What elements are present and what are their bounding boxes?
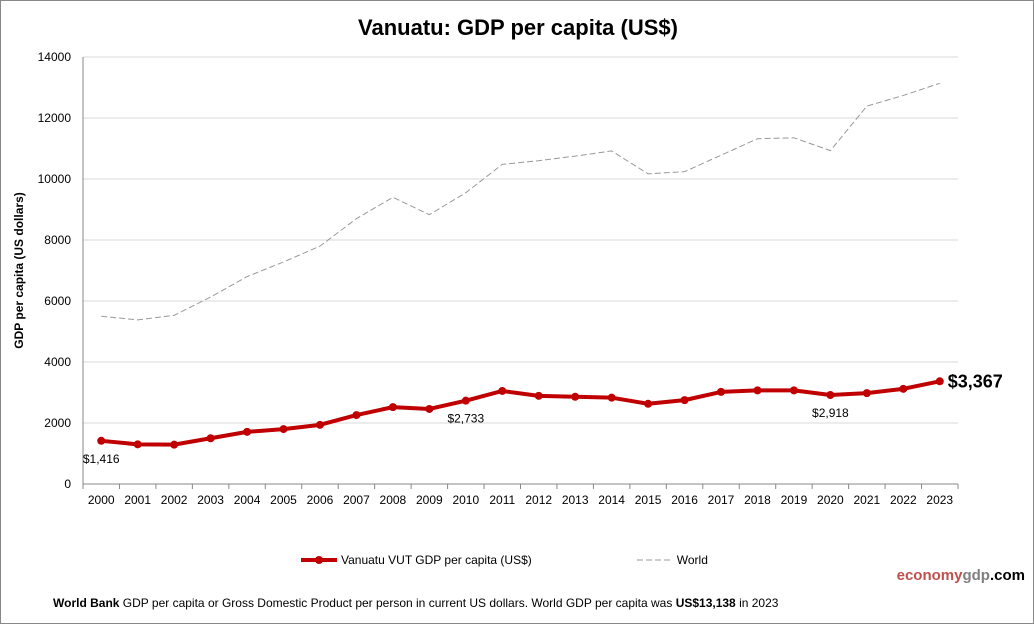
- x-tick-label: 2000: [88, 493, 115, 507]
- series-line-vanuatu: [101, 379, 941, 447]
- y-tick-label: 10000: [38, 172, 72, 186]
- x-tick-label: 2003: [197, 493, 224, 507]
- data-point-vanuatu: [789, 386, 798, 395]
- legend-label-world: World: [676, 553, 708, 567]
- footer-note: World Bank GDP per capita or Gross Domes…: [53, 596, 779, 610]
- x-tick-label: 2009: [416, 493, 443, 507]
- data-point-vanuatu: [498, 386, 507, 395]
- x-tick-label: 2005: [270, 493, 297, 507]
- data-point-vanuatu: [534, 391, 543, 400]
- chart-title: Vanuatu: GDP per capita (US$): [358, 15, 678, 40]
- y-tick-label: 2000: [44, 416, 71, 430]
- legend-item-vanuatu: Vanuatu VUT GDP per capita (US$): [301, 553, 532, 567]
- x-tick-label: 2016: [671, 493, 698, 507]
- y-axis-label: GDP per capita (US dollars): [12, 192, 26, 349]
- x-tick-label: 2010: [452, 493, 479, 507]
- x-tick-label: 2011: [489, 493, 515, 507]
- data-point-vanuatu: [243, 427, 252, 436]
- data-point-vanuatu: [315, 420, 324, 429]
- data-point-vanuatu: [170, 440, 179, 449]
- x-tick-label: 2021: [854, 493, 881, 507]
- data-point-vanuatu: [753, 386, 762, 395]
- y-tick-label: 4000: [44, 355, 71, 369]
- data-label: $1,416: [83, 452, 120, 466]
- x-tick-label: 2001: [124, 493, 151, 507]
- y-tick-label: 14000: [38, 50, 72, 64]
- data-label: $2,918: [812, 406, 849, 420]
- x-tick-label: 2019: [781, 493, 808, 507]
- data-point-vanuatu: [133, 440, 142, 449]
- data-point-vanuatu: [388, 403, 397, 412]
- y-tick-label: 8000: [44, 233, 71, 247]
- x-tick-label: 2014: [598, 493, 625, 507]
- data-point-vanuatu: [97, 436, 106, 445]
- data-label: $2,733: [447, 412, 484, 426]
- legend: Vanuatu VUT GDP per capita (US$) World: [301, 553, 813, 567]
- data-point-vanuatu: [826, 391, 835, 400]
- y-tick-label: 12000: [38, 111, 72, 125]
- x-tick-label: 2002: [161, 493, 188, 507]
- x-tick-label: 2022: [890, 493, 917, 507]
- data-point-vanuatu: [899, 384, 908, 393]
- data-point-vanuatu: [461, 396, 470, 405]
- legend-swatch-world: [636, 559, 673, 561]
- x-tick-label: 2012: [525, 493, 552, 507]
- data-point-vanuatu: [279, 425, 288, 434]
- data-point-vanuatu: [935, 377, 944, 386]
- data-point-vanuatu: [206, 434, 215, 443]
- data-point-vanuatu: [571, 392, 580, 401]
- y-tick-label: 6000: [44, 294, 71, 308]
- legend-item-world: World: [636, 553, 708, 567]
- x-tick-label: 2004: [234, 493, 261, 507]
- data-point-vanuatu: [352, 411, 361, 420]
- legend-label-vanuatu: Vanuatu VUT GDP per capita (US$): [341, 553, 532, 567]
- x-tick-label: 2017: [708, 493, 735, 507]
- site-logo: economygdp.com: [896, 567, 1025, 584]
- data-point-vanuatu: [862, 389, 871, 398]
- data-point-vanuatu: [644, 399, 653, 408]
- x-tick-label: 2007: [343, 493, 370, 507]
- x-tick-label: 2013: [562, 493, 589, 507]
- x-tick-label: 2006: [307, 493, 334, 507]
- legend-swatch-vanuatu: [301, 556, 337, 564]
- x-tick-label: 2018: [744, 493, 771, 507]
- x-tick-label: 2020: [817, 493, 844, 507]
- data-point-vanuatu: [425, 404, 434, 413]
- x-tick-label: 2015: [635, 493, 662, 507]
- y-tick-label: 0: [64, 477, 71, 491]
- data-label-last: $3,367: [948, 371, 1003, 391]
- data-point-vanuatu: [680, 396, 689, 405]
- x-tick-label: 2008: [380, 493, 407, 507]
- data-point-vanuatu: [607, 393, 616, 402]
- data-point-vanuatu: [717, 387, 726, 396]
- x-tick-label: 2023: [926, 493, 953, 507]
- series-line-world: [101, 82, 940, 321]
